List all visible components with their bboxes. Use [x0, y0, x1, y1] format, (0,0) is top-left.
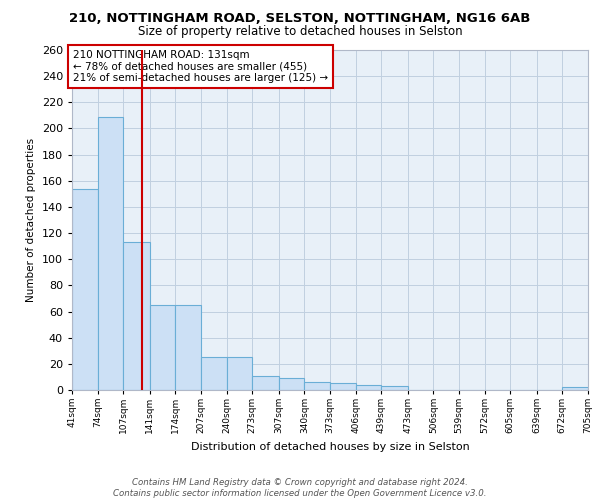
Bar [356, 385, 381, 390]
Bar [227, 358, 252, 390]
Text: Size of property relative to detached houses in Selston: Size of property relative to detached ho… [137, 25, 463, 38]
Text: 210, NOTTINGHAM ROAD, SELSTON, NOTTINGHAM, NG16 6AB: 210, NOTTINGHAM ROAD, SELSTON, NOTTINGHA… [70, 12, 530, 26]
Bar [279, 378, 304, 390]
Text: 210 NOTTINGHAM ROAD: 131sqm
← 78% of detached houses are smaller (455)
21% of se: 210 NOTTINGHAM ROAD: 131sqm ← 78% of det… [73, 50, 328, 83]
Bar [123, 242, 150, 390]
Text: Contains HM Land Registry data © Crown copyright and database right 2024.
Contai: Contains HM Land Registry data © Crown c… [113, 478, 487, 498]
Bar [381, 386, 408, 390]
Bar [252, 376, 279, 390]
Bar [201, 358, 227, 390]
Y-axis label: Number of detached properties: Number of detached properties [26, 138, 36, 302]
Bar [175, 305, 201, 390]
Bar [304, 382, 330, 390]
Bar [150, 305, 175, 390]
Bar [72, 188, 98, 390]
Bar [330, 384, 356, 390]
Bar [98, 116, 123, 390]
X-axis label: Distribution of detached houses by size in Selston: Distribution of detached houses by size … [191, 442, 469, 452]
Bar [562, 388, 588, 390]
